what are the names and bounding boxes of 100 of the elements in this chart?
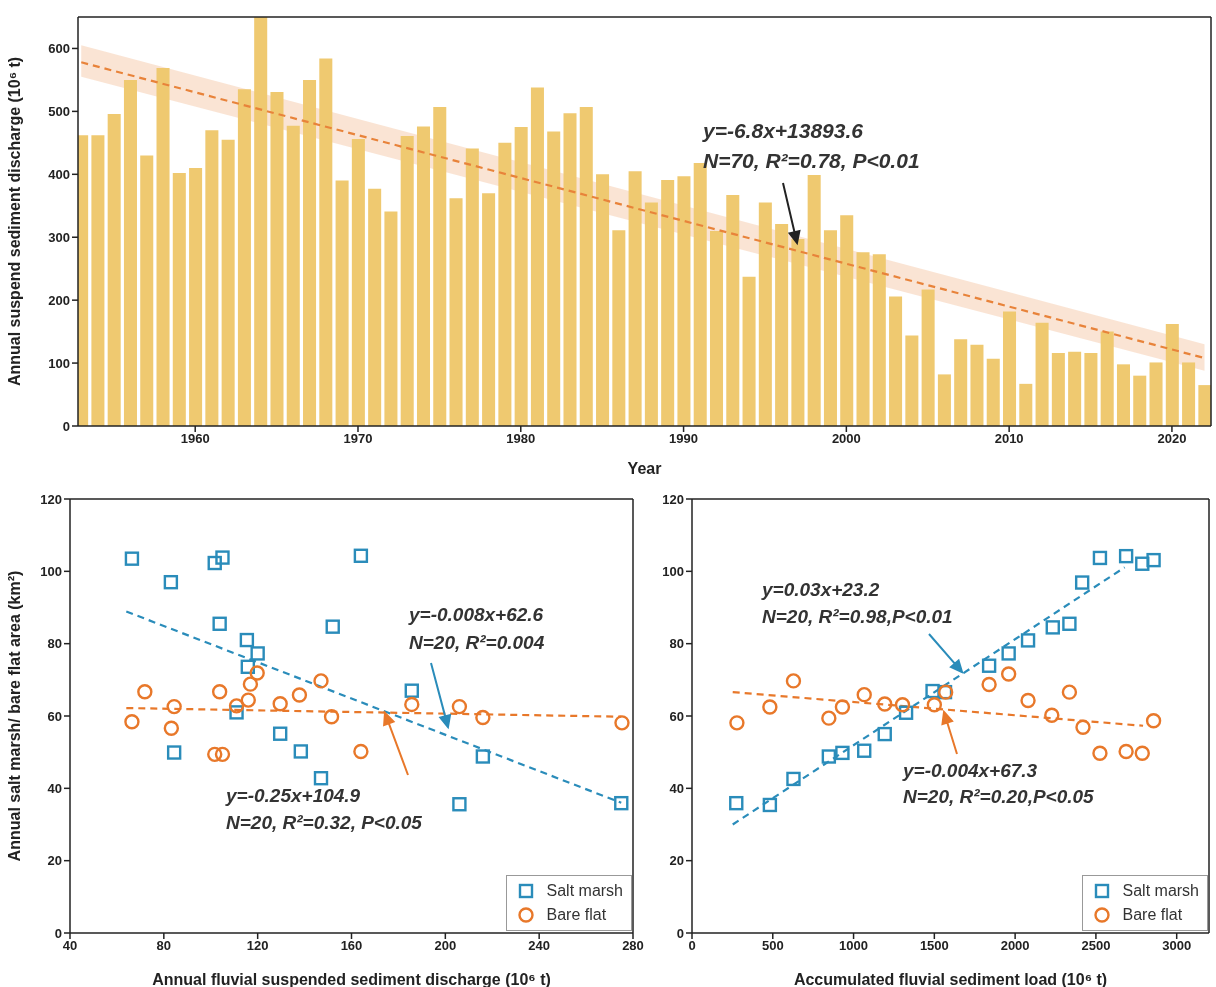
- point: [762, 699, 778, 715]
- y-tick-label: 0: [676, 925, 684, 941]
- point: [325, 619, 340, 634]
- point: [1118, 743, 1134, 760]
- bar: [1116, 364, 1130, 426]
- y-tick-label: 120: [40, 491, 62, 507]
- bar: [156, 67, 170, 426]
- x-tick-label: 2020: [1157, 431, 1187, 447]
- bar: [986, 358, 1000, 426]
- point: [272, 696, 288, 712]
- bar: [709, 230, 724, 426]
- bar: [189, 168, 203, 426]
- bar: [400, 135, 414, 426]
- x-tick-label: 1500: [919, 938, 949, 954]
- point: [1044, 707, 1060, 723]
- point: [211, 684, 228, 700]
- bar: [628, 171, 642, 426]
- point: [313, 673, 329, 689]
- bar: [1100, 331, 1114, 426]
- y-tick-label: 120: [662, 491, 684, 507]
- point: [926, 697, 943, 713]
- point: [163, 574, 179, 590]
- x-tick-label: 2000: [1000, 938, 1030, 954]
- bar: [758, 202, 772, 426]
- point: [835, 745, 850, 761]
- point: [291, 687, 308, 703]
- legend-label: Salt marsh: [546, 881, 623, 901]
- bar: [482, 193, 496, 426]
- bar: [644, 202, 658, 426]
- x-tick-label: 2500: [1081, 938, 1111, 954]
- point: [124, 714, 140, 730]
- bar: [1035, 322, 1049, 426]
- point: [1045, 620, 1060, 635]
- point: [1146, 552, 1161, 568]
- point: [877, 726, 892, 742]
- point: [353, 548, 369, 563]
- point: [293, 744, 309, 759]
- x-axis-title: Year: [627, 460, 662, 477]
- point: [313, 771, 329, 786]
- point: [785, 673, 802, 689]
- y-tick-label: 60: [47, 708, 62, 724]
- point: [207, 746, 223, 763]
- bar: [107, 113, 121, 426]
- x-tick-label: 1000: [839, 938, 869, 954]
- bar: [172, 173, 186, 426]
- point: [981, 658, 997, 673]
- point: [857, 743, 872, 758]
- bar: [1198, 385, 1211, 426]
- point: [1134, 745, 1150, 761]
- point: [249, 665, 265, 681]
- bar: [905, 335, 919, 426]
- bar: [889, 296, 903, 426]
- x-tick-label: 240: [528, 938, 551, 954]
- bar: [547, 131, 561, 426]
- bar: [1149, 362, 1163, 426]
- point: [821, 749, 837, 764]
- bar: [254, 17, 268, 426]
- point: [240, 692, 256, 708]
- point: [451, 698, 468, 715]
- bar: [384, 211, 398, 426]
- point: [323, 709, 340, 725]
- point: [214, 746, 231, 763]
- point: [404, 696, 420, 713]
- bar: [937, 374, 951, 426]
- bar: [970, 344, 984, 426]
- bar: [596, 174, 610, 426]
- point: [240, 659, 256, 675]
- y-tick-label: 80: [47, 636, 62, 652]
- y-axis-title: Annual salt marsh/ bare flat area (km²): [5, 570, 23, 862]
- point: [1075, 719, 1091, 735]
- point: [1062, 616, 1077, 631]
- point: [786, 771, 801, 787]
- bar: [742, 276, 756, 426]
- point: [614, 715, 630, 731]
- point: [166, 745, 182, 760]
- bar: [856, 252, 870, 426]
- point: [1001, 646, 1016, 661]
- x-tick-label: 3000: [1162, 938, 1192, 954]
- point: [242, 676, 259, 692]
- bar: [661, 179, 675, 426]
- point: [877, 696, 893, 712]
- y-tick-label: 600: [48, 41, 70, 57]
- point: [124, 551, 140, 566]
- legend-label: Salt marsh: [1122, 881, 1199, 901]
- bar: [416, 126, 430, 426]
- point: [856, 686, 872, 703]
- bar: [1182, 362, 1196, 426]
- x-tick-label: 1960: [180, 431, 210, 447]
- point: [215, 550, 230, 565]
- x-tick-label: 1980: [506, 431, 536, 447]
- bar: [123, 79, 137, 426]
- y-tick-label: 100: [48, 355, 70, 371]
- bar: [433, 106, 447, 426]
- bar: [807, 174, 821, 426]
- point: [404, 683, 419, 698]
- bar: [91, 135, 105, 426]
- bar: [1084, 353, 1098, 426]
- legend-label: Bare flat: [1122, 905, 1183, 925]
- y-tick-label: 20: [47, 853, 62, 869]
- point: [1145, 713, 1162, 729]
